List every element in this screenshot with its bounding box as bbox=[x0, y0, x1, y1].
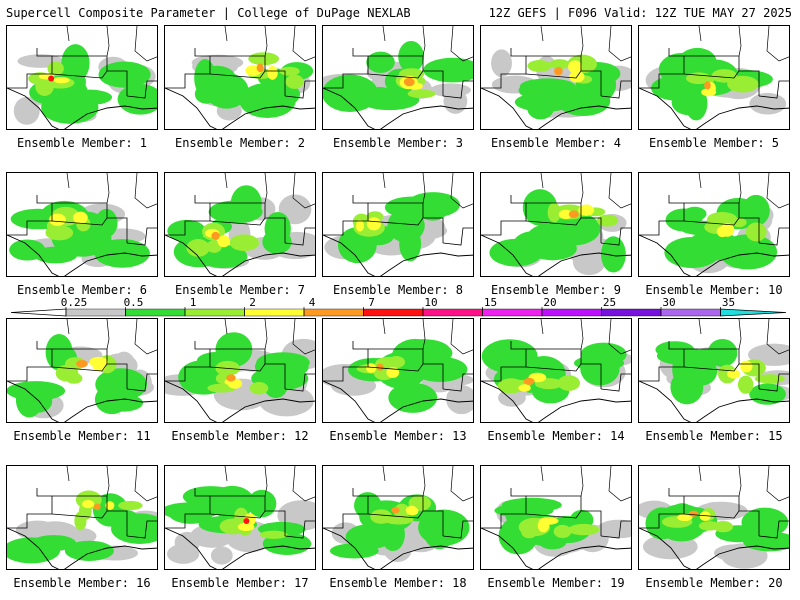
scp-map bbox=[323, 466, 473, 569]
legend-swatch bbox=[482, 308, 543, 317]
ensemble-member-1-panel bbox=[6, 25, 158, 130]
legend-threshold-label: 0.5 bbox=[123, 296, 144, 309]
ensemble-member-caption: Ensemble Member: 11 bbox=[13, 429, 151, 443]
ensemble-member-caption: Ensemble Member: 3 bbox=[332, 136, 464, 150]
scp-map bbox=[7, 466, 157, 569]
ensemble-member-caption: Ensemble Member: 2 bbox=[174, 136, 306, 150]
color-scale-bar bbox=[10, 307, 787, 317]
chart-title: Supercell Composite Parameter | College … bbox=[6, 6, 411, 20]
scp-map bbox=[323, 319, 473, 422]
ensemble-member-8-panel bbox=[322, 172, 474, 277]
ensemble-member-caption: Ensemble Member: 7 bbox=[174, 283, 306, 297]
ensemble-member-11-panel bbox=[6, 318, 158, 423]
color-scale-legend: 0.25 0.5 1 2 4 7 10 15 20 25 30 35 bbox=[6, 296, 794, 322]
legend-threshold-label: 1 bbox=[189, 296, 197, 309]
legend-threshold-label: 7 bbox=[368, 296, 375, 309]
model-run-valid-time: 12Z GEFS | F096 Valid: 12Z TUE MAY 27 20… bbox=[488, 6, 792, 20]
scp-map bbox=[7, 26, 157, 129]
ensemble-member-caption: Ensemble Member: 16 bbox=[13, 576, 151, 590]
ensemble-member-14-panel bbox=[480, 318, 632, 423]
legend-arrow-left bbox=[10, 308, 67, 317]
scp-map bbox=[7, 173, 157, 276]
ensemble-member-9-panel bbox=[480, 172, 632, 277]
ensemble-member-caption: Ensemble Member: 10 bbox=[645, 283, 783, 297]
ensemble-member-10-panel bbox=[638, 172, 790, 277]
scp-map bbox=[323, 26, 473, 129]
ensemble-member-caption: Ensemble Member: 6 bbox=[16, 283, 148, 297]
legend-swatch bbox=[303, 308, 364, 317]
scp-map bbox=[323, 173, 473, 276]
scp-map bbox=[481, 173, 631, 276]
scp-map bbox=[639, 173, 789, 276]
ensemble-member-17-panel bbox=[164, 465, 316, 570]
legend-threshold-label: 35 bbox=[721, 296, 736, 309]
scp-map bbox=[165, 26, 315, 129]
ensemble-member-20-panel bbox=[638, 465, 790, 570]
ensemble-member-caption: Ensemble Member: 8 bbox=[332, 283, 464, 297]
ensemble-member-12-panel bbox=[164, 318, 316, 423]
legend-swatch bbox=[601, 308, 662, 317]
ensemble-member-caption: Ensemble Member: 5 bbox=[648, 136, 780, 150]
legend-swatch bbox=[541, 308, 602, 317]
legend-swatch bbox=[65, 308, 126, 317]
scp-map bbox=[639, 319, 789, 422]
scp-map bbox=[165, 466, 315, 569]
ensemble-member-caption: Ensemble Member: 1 bbox=[16, 136, 148, 150]
legend-arrow-right bbox=[720, 308, 787, 317]
legend-threshold-label: 20 bbox=[543, 296, 557, 309]
legend-swatch bbox=[125, 308, 186, 317]
ensemble-member-4-panel bbox=[480, 25, 632, 130]
legend-threshold-label: 15 bbox=[483, 296, 498, 309]
ensemble-member-2-panel bbox=[164, 25, 316, 130]
legend-threshold-label: 2 bbox=[249, 296, 256, 309]
legend-threshold-label: 0.25 bbox=[60, 296, 88, 309]
ensemble-member-caption: Ensemble Member: 13 bbox=[329, 429, 467, 443]
scp-map bbox=[165, 173, 315, 276]
ensemble-member-5-panel bbox=[638, 25, 790, 130]
scp-map bbox=[481, 26, 631, 129]
legend-swatch bbox=[184, 308, 245, 317]
ensemble-member-caption: Ensemble Member: 18 bbox=[329, 576, 467, 590]
scp-map bbox=[639, 466, 789, 569]
ensemble-member-13-panel bbox=[322, 318, 474, 423]
ensemble-member-caption: Ensemble Member: 9 bbox=[490, 283, 622, 297]
legend-threshold-label: 4 bbox=[308, 296, 316, 309]
legend-threshold-label: 25 bbox=[602, 296, 617, 309]
ensemble-member-19-panel bbox=[480, 465, 632, 570]
ensemble-member-16-panel bbox=[6, 465, 158, 570]
scp-map bbox=[639, 26, 789, 129]
ensemble-member-18-panel bbox=[322, 465, 474, 570]
ensemble-member-7-panel bbox=[164, 172, 316, 277]
scp-map bbox=[481, 319, 631, 422]
ensemble-member-15-panel bbox=[638, 318, 790, 423]
scp-map bbox=[165, 319, 315, 422]
ensemble-member-6-panel bbox=[6, 172, 158, 277]
ensemble-member-caption: Ensemble Member: 14 bbox=[487, 429, 625, 443]
legend-swatch bbox=[363, 308, 424, 317]
ensemble-member-caption: Ensemble Member: 19 bbox=[487, 576, 625, 590]
ensemble-member-caption: Ensemble Member: 20 bbox=[645, 576, 783, 590]
legend-swatch bbox=[660, 308, 721, 317]
legend-threshold-label: 30 bbox=[662, 296, 676, 309]
ensemble-member-caption: Ensemble Member: 17 bbox=[171, 576, 309, 590]
legend-threshold-label: 10 bbox=[424, 296, 438, 309]
scp-map bbox=[481, 466, 631, 569]
ensemble-member-caption: Ensemble Member: 12 bbox=[171, 429, 309, 443]
ensemble-member-caption: Ensemble Member: 15 bbox=[645, 429, 783, 443]
legend-swatch bbox=[422, 308, 483, 317]
ensemble-member-3-panel bbox=[322, 25, 474, 130]
scp-map bbox=[7, 319, 157, 422]
ensemble-member-caption: Ensemble Member: 4 bbox=[490, 136, 622, 150]
legend-swatch bbox=[244, 308, 305, 317]
